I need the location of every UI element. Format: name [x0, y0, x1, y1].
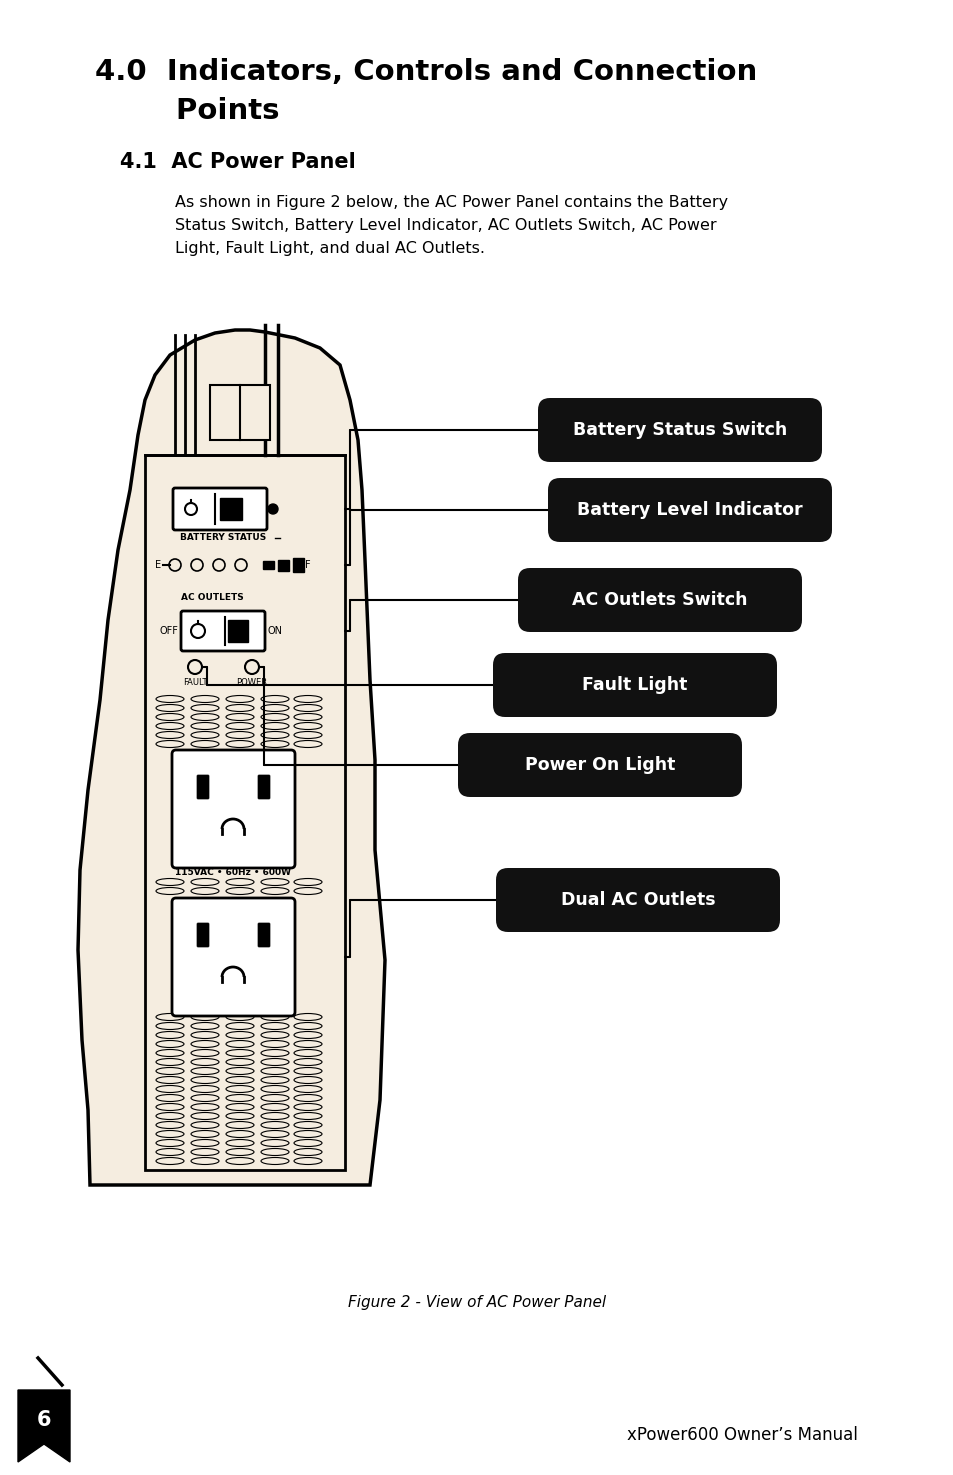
Text: F: F	[305, 560, 311, 569]
Text: POWER: POWER	[236, 678, 267, 687]
Text: Figure 2 - View of AC Power Panel: Figure 2 - View of AC Power Panel	[348, 1295, 605, 1310]
FancyBboxPatch shape	[196, 774, 209, 799]
FancyBboxPatch shape	[293, 558, 304, 572]
Text: BATTERY STATUS: BATTERY STATUS	[180, 532, 266, 541]
FancyBboxPatch shape	[210, 385, 270, 440]
FancyBboxPatch shape	[145, 454, 345, 1170]
FancyBboxPatch shape	[172, 898, 294, 1016]
FancyBboxPatch shape	[547, 478, 831, 541]
FancyBboxPatch shape	[257, 774, 270, 799]
FancyBboxPatch shape	[172, 488, 267, 530]
FancyBboxPatch shape	[457, 733, 741, 797]
Text: 6: 6	[37, 1410, 51, 1429]
Text: Power On Light: Power On Light	[524, 757, 675, 774]
Polygon shape	[78, 330, 385, 1184]
FancyBboxPatch shape	[277, 560, 289, 571]
FancyBboxPatch shape	[228, 620, 248, 642]
Text: OFF: OFF	[159, 625, 178, 636]
Text: 115VAC • 60Hz • 600W: 115VAC • 60Hz • 600W	[174, 867, 291, 878]
FancyBboxPatch shape	[493, 653, 776, 717]
FancyBboxPatch shape	[517, 568, 801, 631]
Text: AC Outlets Switch: AC Outlets Switch	[572, 591, 747, 609]
FancyBboxPatch shape	[537, 398, 821, 462]
Text: As shown in Figure 2 below, the AC Power Panel contains the Battery
Status Switc: As shown in Figure 2 below, the AC Power…	[174, 195, 727, 255]
FancyBboxPatch shape	[220, 499, 242, 521]
FancyBboxPatch shape	[172, 749, 294, 867]
Text: Battery Status Switch: Battery Status Switch	[572, 420, 786, 440]
Text: AC OUTLETS: AC OUTLETS	[180, 593, 243, 602]
FancyBboxPatch shape	[263, 560, 274, 569]
Circle shape	[268, 504, 277, 513]
FancyBboxPatch shape	[496, 867, 780, 932]
Text: 4.1  AC Power Panel: 4.1 AC Power Panel	[120, 152, 355, 173]
Text: 4.0  Indicators, Controls and Connection: 4.0 Indicators, Controls and Connection	[95, 58, 757, 86]
Text: Battery Level Indicator: Battery Level Indicator	[577, 502, 802, 519]
Text: Points: Points	[95, 97, 279, 125]
Polygon shape	[18, 1389, 70, 1462]
FancyBboxPatch shape	[257, 923, 270, 947]
Text: E: E	[154, 560, 161, 569]
Text: xPower600 Owner’s Manual: xPower600 Owner’s Manual	[626, 1426, 857, 1444]
Text: Dual AC Outlets: Dual AC Outlets	[560, 891, 715, 909]
Text: Fault Light: Fault Light	[581, 676, 687, 695]
FancyBboxPatch shape	[196, 923, 209, 947]
Text: FAULT: FAULT	[183, 678, 207, 687]
FancyBboxPatch shape	[181, 611, 265, 650]
Text: ON: ON	[268, 625, 283, 636]
